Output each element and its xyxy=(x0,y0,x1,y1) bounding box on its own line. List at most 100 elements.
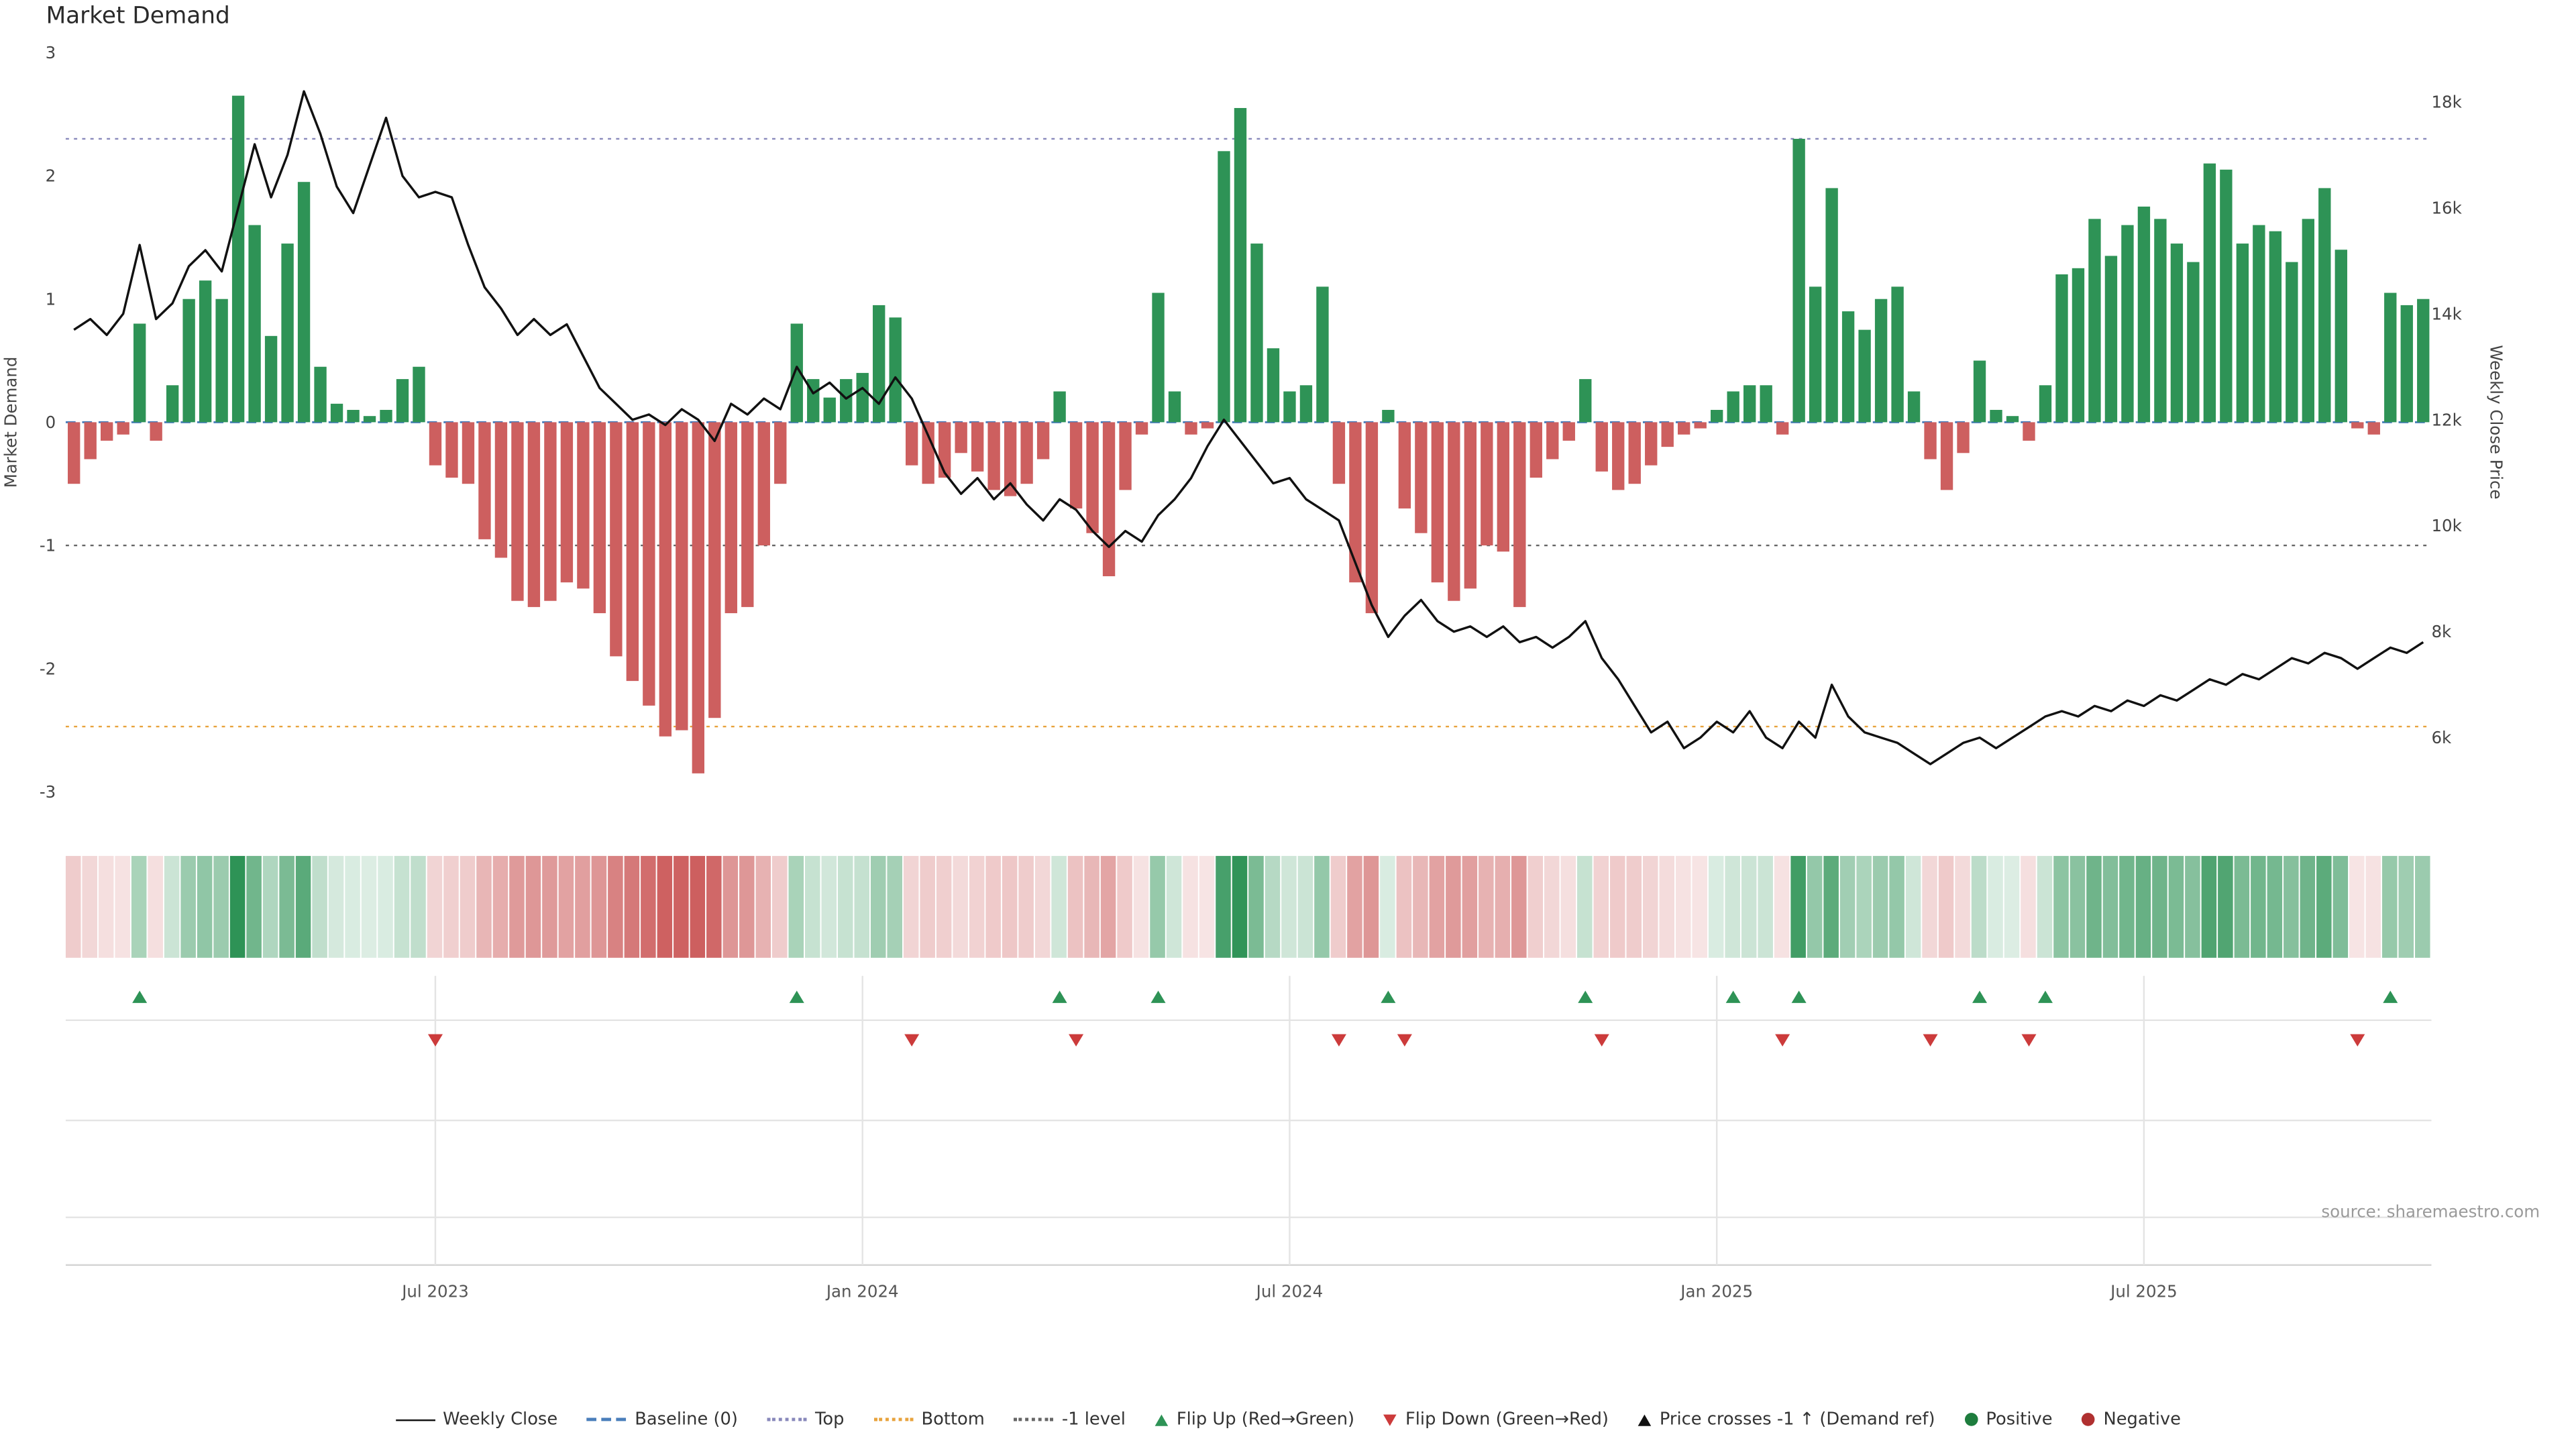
demand-bar-negative xyxy=(593,422,606,614)
heatmap-cell xyxy=(65,855,81,958)
heatmap-cell xyxy=(1938,855,1954,958)
left-axis-title: Market Demand xyxy=(1,357,20,488)
right-tick-label: 10k xyxy=(2431,516,2462,535)
heatmap-cell xyxy=(575,855,590,958)
demand-bar-positive xyxy=(2286,262,2298,423)
flip-up-marker xyxy=(2383,990,2398,1004)
heatmap-cell xyxy=(1593,855,1609,958)
demand-bar-positive xyxy=(1891,286,1904,423)
demand-bar-positive xyxy=(1053,391,1066,423)
heatmap-cell xyxy=(2135,855,2151,958)
demand-bar-negative xyxy=(1365,422,1379,614)
legend-item[interactable]: Flip Up (Red→Green) xyxy=(1155,1409,1354,1430)
demand-bar-negative xyxy=(1431,422,1444,583)
demand-bar-negative xyxy=(1102,422,1116,576)
heatmap-cell xyxy=(920,855,935,958)
left-tick-label: 0 xyxy=(46,413,56,432)
demand-bar-negative xyxy=(1645,422,1658,466)
demand-bar-negative xyxy=(708,422,721,718)
right-tick-label: 12k xyxy=(2431,410,2462,429)
demand-bar-positive xyxy=(2154,219,2167,423)
heatmap-cell xyxy=(1839,855,1856,958)
demand-bar-positive xyxy=(2039,385,2052,423)
heatmap-cell xyxy=(903,855,919,958)
heatmap-cell xyxy=(772,855,788,958)
heatmap-cell xyxy=(2086,855,2102,958)
demand-bar-negative xyxy=(544,422,557,601)
heatmap-cell xyxy=(1626,855,1642,958)
demand-bar-negative xyxy=(1069,422,1083,508)
legend-label: Flip Down (Green→Red) xyxy=(1405,1409,1609,1430)
heatmap-cell xyxy=(1347,855,1362,958)
x-tick-label: Jul 2025 xyxy=(2109,1282,2178,1301)
heatmap-cell xyxy=(1905,855,1921,958)
demand-bar-positive xyxy=(2088,219,2101,423)
x-tick-label: Jan 2025 xyxy=(1679,1282,1753,1301)
legend-item[interactable]: Positive xyxy=(1964,1409,2053,1430)
demand-bar-negative xyxy=(1562,422,1575,441)
heatmap-cell xyxy=(706,855,722,958)
heatmap-cell xyxy=(1265,855,1281,958)
demand-bar-negative xyxy=(1201,422,1214,429)
demand-bar-positive xyxy=(1267,348,1280,423)
heatmap-cell xyxy=(953,855,968,958)
heatmap-cell xyxy=(1330,855,1346,958)
heatmap-cell xyxy=(1856,855,1872,958)
legend-item[interactable]: -1 level xyxy=(1014,1409,1126,1430)
legend-item[interactable]: Negative xyxy=(2082,1409,2181,1430)
demand-bar-positive xyxy=(1250,244,1263,423)
legend-item[interactable]: Bottom xyxy=(873,1409,985,1430)
legend-label: Top xyxy=(815,1409,845,1430)
demand-bar-negative xyxy=(1332,422,1346,484)
demand-bar-positive xyxy=(330,403,343,423)
heatmap-cell xyxy=(1577,855,1593,958)
dot-icon xyxy=(1964,1413,1978,1426)
legend-item[interactable]: Top xyxy=(767,1409,845,1430)
heatmap-cell xyxy=(936,855,952,958)
heatmap-cell xyxy=(1642,855,1658,958)
demand-bar-negative xyxy=(1448,422,1460,601)
demand-bar-negative xyxy=(445,422,458,478)
legend-label: Baseline (0) xyxy=(635,1409,738,1430)
heatmap-cell xyxy=(279,855,294,958)
demand-bar-positive xyxy=(133,323,146,423)
heatmap-cell xyxy=(98,855,114,958)
demand-bar-negative xyxy=(560,422,574,583)
demand-bar-positive xyxy=(1283,391,1296,423)
heatmap-cell xyxy=(722,855,739,958)
demand-bar-negative xyxy=(1957,422,1970,453)
demand-bar-negative xyxy=(724,422,737,614)
demand-bar-positive xyxy=(281,244,294,423)
right-tick-label: 14k xyxy=(2431,304,2462,323)
heatmap-cell xyxy=(180,855,196,958)
flip-up-marker xyxy=(1972,990,1988,1004)
demand-bar-negative xyxy=(1036,422,1050,460)
demand-bar-positive xyxy=(823,397,836,423)
legend-item[interactable]: Price crosses -1 ↑ (Demand ref) xyxy=(1638,1409,1935,1430)
flip-down-marker xyxy=(1069,1034,1084,1046)
heatmap-cell xyxy=(1872,855,1888,958)
heatmap-cell xyxy=(1971,855,1987,958)
demand-bar-negative xyxy=(429,422,442,466)
demand-bar-negative xyxy=(511,422,524,601)
demand-bar-positive xyxy=(2203,163,2216,423)
triangle-up-icon xyxy=(1638,1413,1652,1426)
demand-bar-positive xyxy=(2137,206,2151,423)
legend-item[interactable]: Flip Down (Green→Red) xyxy=(1384,1409,1609,1430)
heatmap-cell xyxy=(1560,855,1576,958)
right-tick-label: 18k xyxy=(2431,92,2462,111)
heatmap-cell xyxy=(394,855,410,958)
legend-item[interactable]: Baseline (0) xyxy=(587,1409,738,1430)
demand-bar-positive xyxy=(1234,108,1247,423)
flip-up-marker xyxy=(2037,990,2053,1004)
demand-bar-negative xyxy=(494,422,508,558)
demand-bar-positive xyxy=(2104,256,2118,423)
demand-bar-negative xyxy=(478,422,491,539)
legend-item[interactable]: Weekly Close xyxy=(395,1409,557,1430)
demand-bar-positive xyxy=(413,366,425,423)
heatmap-cell xyxy=(1462,855,1478,958)
heatmap-cell xyxy=(2053,855,2069,958)
heatmap-cell xyxy=(641,855,656,958)
demand-bar-negative xyxy=(1513,422,1526,607)
